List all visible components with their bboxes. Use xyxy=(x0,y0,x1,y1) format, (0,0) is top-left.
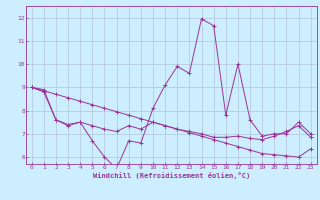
X-axis label: Windchill (Refroidissement éolien,°C): Windchill (Refroidissement éolien,°C) xyxy=(92,172,250,179)
